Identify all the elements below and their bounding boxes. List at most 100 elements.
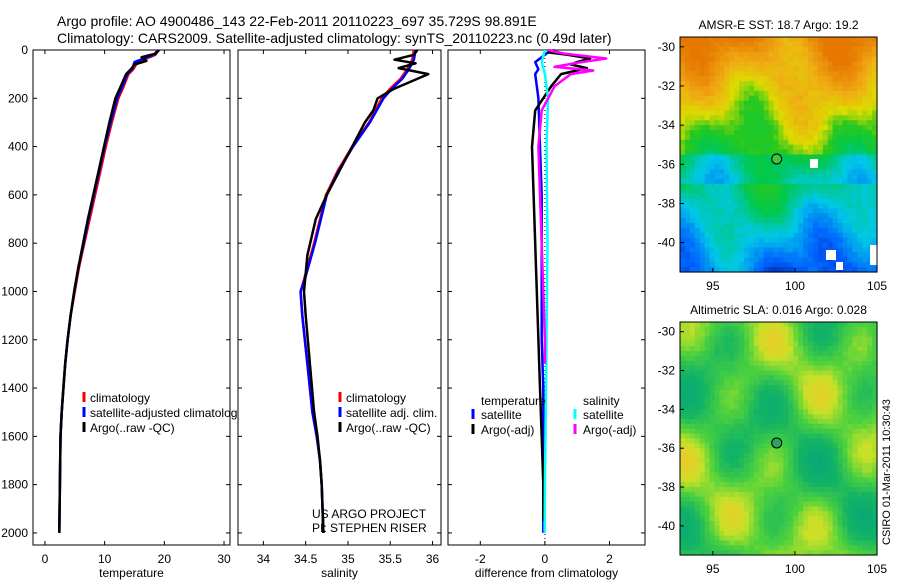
sst_map-cell [783, 252, 789, 258]
sst_map-cell [714, 115, 720, 121]
sst_map-cell [680, 115, 686, 121]
sla_map-cell [778, 462, 785, 469]
sst_map-cell [862, 76, 868, 82]
sla_map-cell [788, 511, 794, 517]
sla_map-cell [822, 487, 829, 493]
sla_map-cell [857, 525, 863, 532]
sst_map-cell [812, 41, 819, 48]
sst_map-cell [694, 218, 701, 224]
sst_map-cell [842, 169, 849, 175]
sla_map-cell [783, 322, 789, 328]
sst_map-cell [773, 267, 780, 273]
sst_map-cell [803, 144, 809, 151]
sla_map-cell [798, 540, 804, 546]
sla_map-cell [798, 467, 804, 474]
sla_map-cell [729, 448, 735, 454]
sla_map-cell [788, 385, 794, 391]
sst_map-cell [680, 41, 686, 48]
sla_map-cell [778, 351, 785, 357]
sst_map-cell [719, 56, 725, 63]
sst_map-cell [704, 105, 711, 112]
sst_map-cell [798, 169, 804, 175]
sst_map-cell [783, 61, 789, 67]
sst_map-cell [812, 130, 819, 136]
sst_map-cell [748, 144, 755, 151]
sla_map-cell [744, 389, 750, 396]
sla_map-cell [724, 501, 730, 508]
sst_map-cell [763, 252, 770, 258]
sst_map-cell [862, 41, 868, 48]
sst_map-cell [852, 144, 858, 151]
sla_map-cell [822, 496, 829, 503]
sst_map-cell [822, 46, 829, 53]
sla_map-cell [837, 545, 844, 551]
sla_map-cell [709, 472, 716, 478]
sla_map-cell [867, 375, 873, 381]
sst_map-cell [758, 71, 765, 77]
sst_map-cell [862, 37, 868, 43]
sla_map-cell [719, 385, 725, 391]
sla_map-cell [847, 419, 853, 425]
sla_map-cell [832, 457, 839, 464]
sla_map-cell [817, 389, 824, 396]
sla_map-cell [753, 428, 760, 435]
sla_map-cell [744, 487, 750, 493]
sla_map-cell [872, 462, 878, 469]
sst_map-cell [803, 252, 809, 258]
sst_map-cell [847, 198, 853, 205]
sla_map-cell [827, 360, 834, 367]
sst_map-cell [857, 76, 863, 82]
sla_map-cell [704, 409, 711, 415]
sla_map-cell [719, 457, 725, 464]
sst_map-cell [847, 125, 853, 131]
sla_map-cell [827, 545, 834, 551]
sla_map-cell [684, 535, 691, 542]
sst_map-cell [847, 208, 853, 214]
sst_map-cell [739, 218, 745, 224]
sst_map-cell [852, 188, 858, 195]
sst_map-cell [822, 61, 829, 67]
sla_map-cell [812, 389, 819, 396]
sst_map-cell [724, 66, 730, 72]
sla_map-cell [822, 433, 829, 440]
sst_map-cell [788, 37, 794, 43]
sla_map-cell [822, 516, 829, 522]
sla_map-cell [758, 482, 765, 488]
sst_map-cell [798, 208, 804, 214]
sla_map-cell [684, 331, 691, 338]
sst_map-cell [729, 115, 735, 121]
sst_map-cell [744, 120, 750, 126]
sst_map-cell [734, 71, 740, 77]
sla_map-cell [680, 545, 686, 551]
sst_map-cell [758, 242, 765, 249]
sst_map-cell [847, 100, 853, 107]
sst_map-cell [867, 56, 873, 63]
sst_map-cell [847, 262, 853, 268]
sst_map-cell [793, 144, 799, 151]
sst_map-cell [753, 134, 760, 141]
sla_map-cell [857, 550, 863, 556]
sst_map-cell [773, 227, 780, 234]
figure-title-line2: Climatology: CARS2009. Satellite-adjuste… [57, 30, 612, 46]
sla_map-cell [684, 375, 691, 381]
sst_map-cell [808, 169, 814, 175]
sst_map-cell [694, 81, 701, 87]
sla_map-cell [744, 428, 750, 435]
sst_map-cell [739, 188, 745, 195]
sst_map-cell [709, 178, 716, 185]
sst_map-cell [758, 193, 765, 200]
sst_map-cell [808, 247, 814, 254]
sst_map-cell [680, 100, 686, 107]
sst_map-cell [812, 139, 819, 146]
sst_map-cell [768, 120, 775, 126]
sst_map-cell [837, 188, 844, 195]
sst_map-cell [680, 81, 686, 87]
sla_map-cell [729, 331, 735, 338]
sla_map-cell [817, 467, 824, 474]
sst_map-cell [808, 154, 814, 160]
sst_map-cell [842, 237, 849, 244]
sla_map-cell [694, 394, 701, 401]
sla_map-cell [867, 385, 873, 391]
sla_map-cell [778, 530, 785, 537]
